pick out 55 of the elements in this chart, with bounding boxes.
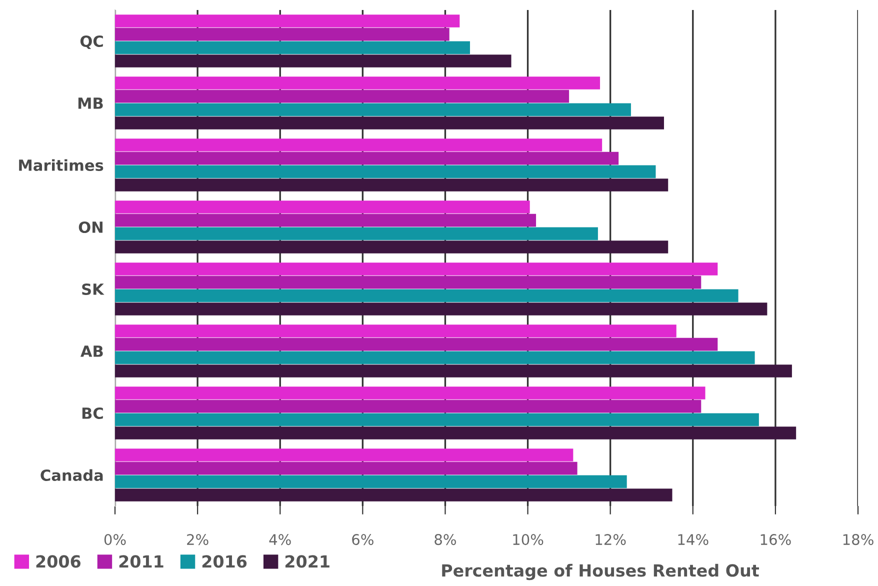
y-tick-label: AB — [80, 346, 103, 357]
bar — [115, 165, 656, 178]
x-axis-title: Percentage of Houses Rented Out — [442, 564, 759, 580]
x-tick-label: 12% — [596, 534, 626, 546]
y-tick-label: MB — [78, 98, 103, 109]
x-tick-label: 18% — [843, 534, 874, 546]
bar — [115, 103, 631, 116]
bar — [115, 240, 668, 254]
x-tick-label: 0% — [104, 534, 126, 546]
x-tick-label: 2% — [187, 534, 208, 546]
bar — [115, 138, 602, 152]
x-tick-label: 8% — [434, 534, 456, 546]
x-tick-label: 10% — [513, 534, 544, 546]
y-tick-label: ON — [78, 221, 102, 234]
bar — [115, 386, 706, 400]
legend-label: 2006 — [36, 555, 80, 568]
bar — [115, 227, 598, 240]
bar — [115, 324, 676, 338]
x-tick-label: 4% — [269, 534, 291, 546]
bar — [115, 475, 627, 488]
y-tick-label: Maritimes — [19, 159, 104, 172]
bar — [115, 302, 768, 316]
bar — [115, 116, 664, 130]
bar — [115, 400, 702, 413]
bar — [115, 364, 792, 378]
bar — [115, 338, 718, 351]
bar — [115, 262, 718, 276]
y-tick-label: BC — [82, 407, 103, 420]
bar — [115, 276, 702, 289]
x-tick-label: 14% — [678, 534, 708, 546]
bar — [115, 214, 536, 227]
bar — [115, 90, 570, 103]
legend-label: 2011 — [119, 555, 164, 568]
bar — [115, 426, 796, 440]
bar — [115, 462, 578, 475]
bar — [115, 14, 460, 28]
legend-label: 2021 — [285, 555, 330, 568]
bar — [115, 351, 755, 364]
y-tick-label: SK — [82, 283, 104, 296]
bar — [115, 488, 672, 502]
x-tick-label: 16% — [760, 534, 791, 546]
y-tick-label: QC — [80, 35, 103, 50]
bar — [115, 413, 759, 426]
bar — [115, 178, 668, 192]
bar — [115, 200, 530, 214]
bar — [115, 76, 600, 90]
bar — [115, 28, 450, 41]
x-tick-label: 6% — [352, 534, 374, 546]
bar — [115, 289, 738, 302]
bar — [115, 41, 470, 54]
legend-label: 2016 — [202, 555, 247, 568]
y-tick-label: Canada — [40, 469, 103, 482]
bar — [115, 54, 512, 68]
bar — [115, 448, 574, 462]
bar — [115, 152, 619, 165]
